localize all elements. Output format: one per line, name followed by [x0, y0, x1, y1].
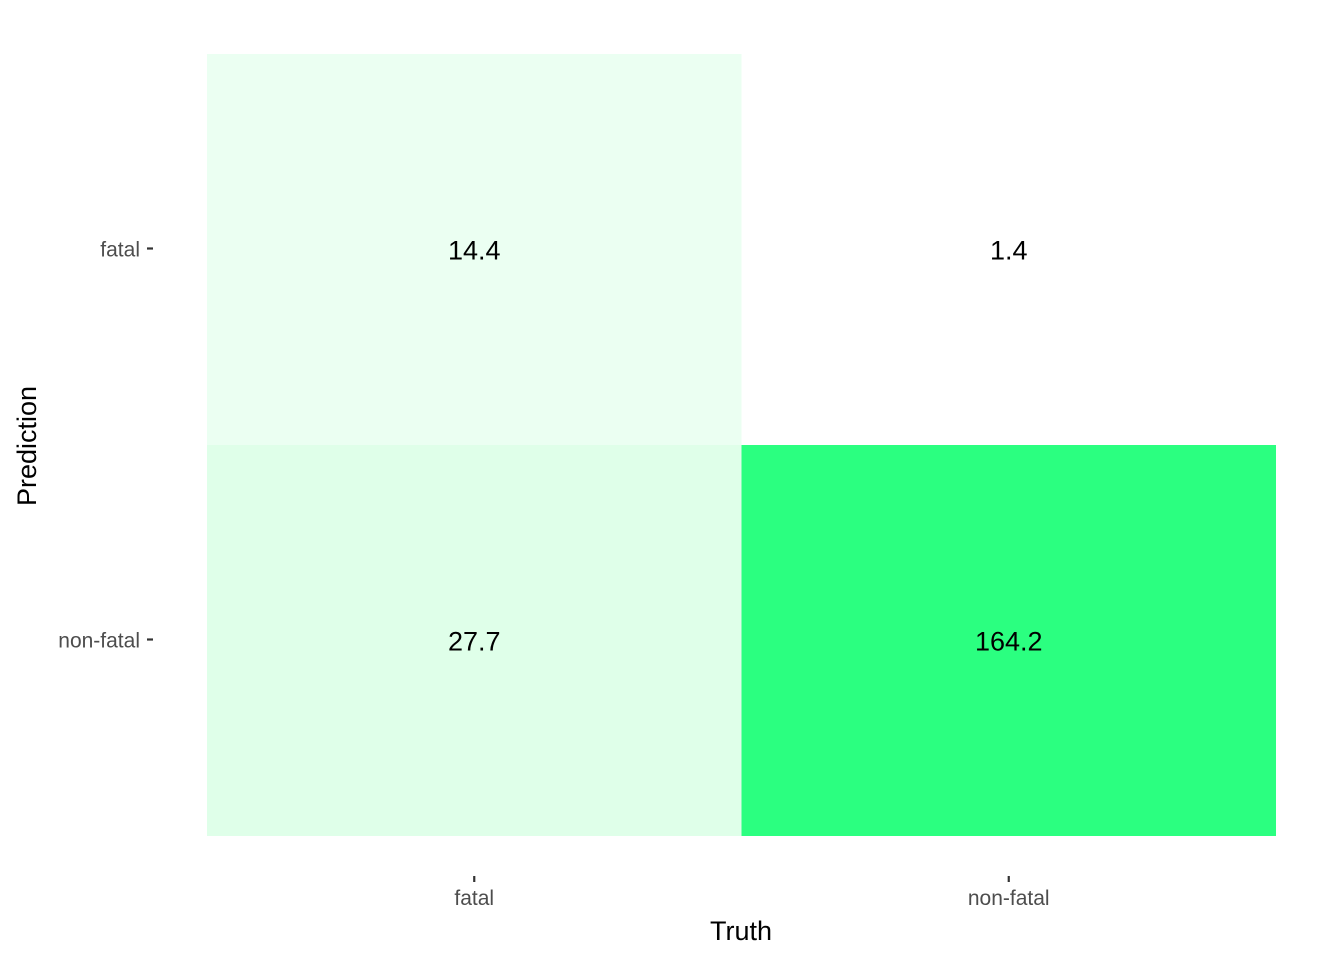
- heatmap-cell-non-fatal-vs-fatal: [207, 445, 742, 836]
- y-axis: fatal non-fatal: [58, 239, 153, 653]
- cell-value-label: 27.7: [448, 627, 501, 657]
- y-tick-label-non-fatal: non-fatal: [58, 630, 140, 653]
- heatmap-cell-fatal-vs-fatal: [207, 54, 742, 445]
- cell-value-labels: 14.4 1.4 27.7 164.2: [448, 236, 1043, 657]
- x-tick-label-fatal: fatal: [454, 887, 494, 910]
- cell-value-label: 1.4: [990, 236, 1028, 266]
- cell-value-label: 14.4: [448, 236, 501, 266]
- heatmap-cell-fatal-vs-non-fatal: [741, 54, 1276, 445]
- heatmap-cells: [207, 54, 1276, 836]
- x-axis: fatal non-fatal: [454, 876, 1050, 910]
- y-axis-title: Prediction: [12, 386, 42, 506]
- y-tick-label-fatal: fatal: [100, 239, 140, 262]
- cell-value-label: 164.2: [975, 627, 1043, 657]
- x-axis-title: Truth: [710, 916, 772, 946]
- heatmap-cell-non-fatal-vs-non-fatal: [741, 445, 1276, 836]
- x-tick-label-non-fatal: non-fatal: [968, 887, 1050, 910]
